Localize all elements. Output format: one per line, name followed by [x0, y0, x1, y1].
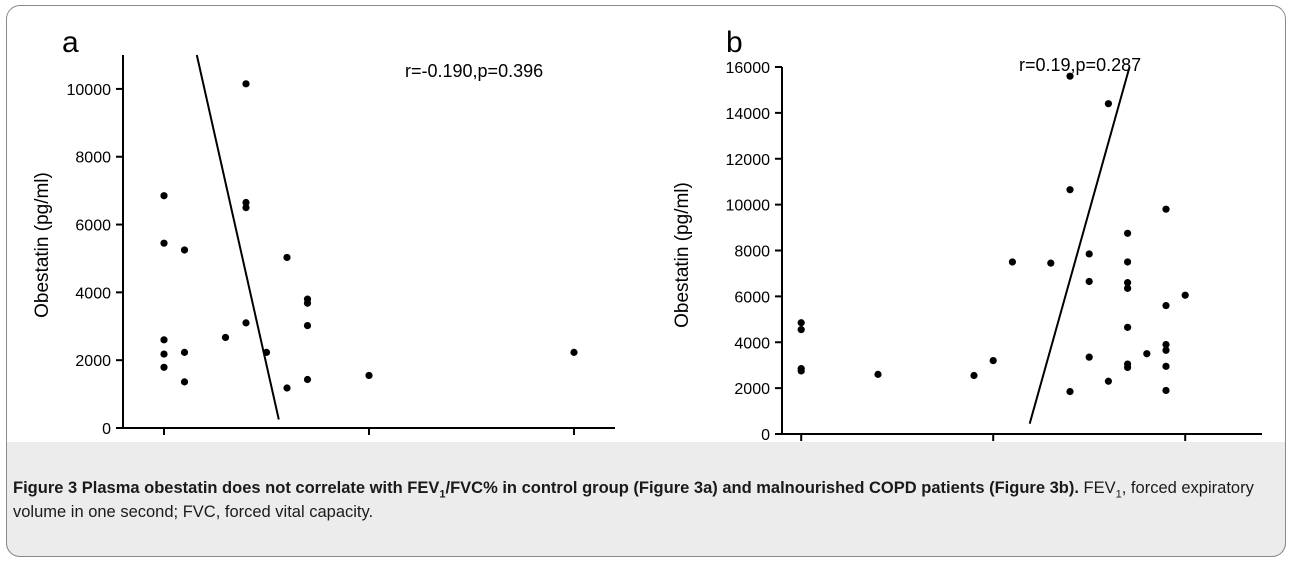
y-tick-label: 10000: [67, 82, 112, 99]
y-tick-label: 12000: [726, 152, 771, 169]
data-point: [1085, 277, 1093, 286]
data-point: [1162, 301, 1170, 310]
data-point: [303, 375, 312, 384]
data-point: [1104, 100, 1112, 108]
y-axis-label: Obestatin (pg/ml): [672, 182, 693, 328]
y-tick-label: 16000: [726, 60, 771, 77]
data-point: [1066, 186, 1074, 194]
y-axis-label: Obestatin (pg/ml): [32, 172, 53, 318]
data-point: [1066, 387, 1074, 396]
data-point: [1162, 362, 1170, 370]
caption-note-part1: FEV: [1078, 479, 1116, 497]
regression-line: [195, 54, 280, 420]
data-point: [283, 253, 291, 262]
correlation-annotation: r=-0.190,p=0.396: [405, 61, 543, 81]
data-point: [180, 378, 189, 386]
figure-charts: a02000400060008000100008090100FEV1/FVC (…: [32, 26, 1262, 442]
regression-line: [1028, 66, 1131, 424]
caption-band: [6, 442, 1286, 557]
y-tick-label: 6000: [75, 218, 111, 235]
data-point: [1124, 279, 1132, 287]
y-tick-label: 14000: [726, 106, 771, 123]
data-point: [303, 321, 312, 330]
chart-panel-a: a02000400060008000100008090100FEV1/FVC (…: [32, 26, 615, 438]
y-tick-label: 4000: [734, 335, 770, 352]
data-point: [874, 370, 882, 378]
data-point: [1066, 72, 1074, 80]
data-point: [1162, 386, 1170, 395]
data-point: [1085, 353, 1093, 361]
panel-label: b: [726, 26, 743, 59]
data-point: [1104, 377, 1112, 385]
data-point: [1181, 291, 1189, 299]
data-point: [221, 333, 230, 342]
y-tick-label: 8000: [734, 244, 770, 261]
data-point: [242, 319, 250, 327]
data-point: [797, 367, 805, 375]
caption-title-part1: Figure 3 Plasma obestatin does not corre…: [13, 479, 440, 497]
data-point: [797, 319, 805, 327]
caption-title-part2: /FVC% in control group (Figure 3a) and m…: [445, 479, 1079, 497]
data-point: [1124, 258, 1132, 266]
data-point: [365, 371, 373, 380]
data-point: [1162, 346, 1170, 354]
data-point: [242, 203, 250, 212]
data-point: [1124, 363, 1132, 372]
data-point: [1162, 340, 1170, 349]
data-point: [160, 350, 168, 358]
data-point: [180, 246, 189, 254]
data-point: [262, 348, 271, 356]
data-point: [303, 299, 312, 307]
data-point: [1143, 350, 1151, 358]
caption-title-subscript: 1: [439, 488, 446, 501]
data-point: [283, 384, 291, 392]
panel-label: a: [62, 26, 79, 59]
data-point: [1162, 205, 1170, 213]
data-point: [1124, 229, 1132, 237]
data-point: [242, 80, 250, 88]
y-tick-label: 0: [102, 421, 111, 438]
caption-note-subscript: 1: [1115, 488, 1122, 501]
data-point: [160, 192, 168, 200]
data-point: [570, 348, 578, 356]
data-point: [1124, 284, 1132, 292]
data-point: [797, 326, 805, 334]
data-point: [1085, 250, 1093, 258]
y-tick-label: 2000: [75, 353, 111, 370]
y-tick-label: 10000: [726, 198, 771, 215]
y-tick-label: 4000: [75, 285, 111, 302]
correlation-annotation: r=0.19,p=0.287: [1019, 55, 1141, 75]
data-point: [160, 363, 168, 371]
data-point: [970, 371, 978, 380]
data-point: [160, 239, 168, 247]
chart-panel-b: b020004000600080001000012000140001600050…: [672, 26, 1262, 442]
y-tick-label: 6000: [734, 289, 770, 306]
figure-caption: Figure 3 Plasma obestatin does not corre…: [13, 476, 1273, 524]
y-tick-label: 8000: [75, 150, 111, 167]
data-point: [160, 336, 168, 344]
y-tick-label: 0: [761, 427, 770, 442]
data-point: [242, 198, 250, 207]
data-point: [180, 348, 189, 356]
data-point: [1008, 258, 1017, 266]
y-tick-label: 2000: [734, 381, 770, 398]
data-point: [1124, 323, 1132, 331]
data-point: [989, 357, 997, 365]
data-point: [1047, 259, 1055, 267]
caption-note-part2: , forced expiratory volume in one second…: [13, 479, 1254, 521]
